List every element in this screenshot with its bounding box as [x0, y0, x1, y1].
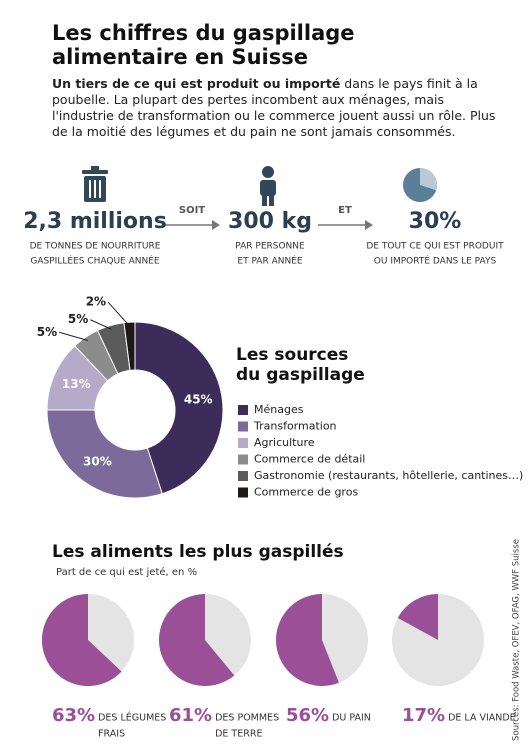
legend-swatch: [238, 454, 248, 465]
legend-swatch: [238, 421, 248, 432]
food-label: DE LA VIANDE: [448, 713, 516, 724]
intro: Un tiers de ce qui est produit ou import…: [52, 76, 504, 140]
connector: ET: [338, 205, 352, 216]
arrows: [165, 220, 373, 230]
donut-slice: [46, 409, 163, 499]
section-title: Les aliments les plus gaspillés: [52, 542, 344, 562]
food-pie-slice: [275, 594, 339, 686]
slice-label: 45%: [184, 392, 213, 406]
legend-swatch: [238, 438, 248, 448]
slice-label: 2%: [86, 295, 106, 309]
leader-line: [90, 319, 112, 330]
food-label: DU PAIN: [332, 713, 371, 724]
stat-label: PAR PERSONNE: [235, 242, 305, 252]
intro-text: dans le pays finit à la poubelle. La plu…: [52, 76, 496, 139]
title: Les chiffres du gaspillage: [52, 21, 355, 45]
legend-swatch: [238, 471, 248, 481]
legend-swatch: [238, 487, 248, 498]
source: Sources: Food Waste, OFEV, OFAG, WWF Sui…: [512, 539, 522, 741]
connector: SOIT: [179, 205, 205, 216]
food-label: FRAIS: [98, 729, 125, 740]
chart-title: du gaspillage: [236, 365, 365, 385]
stat-label: DE TOUT CE QUI EST PRODUIT: [366, 242, 504, 252]
pie-icon: [403, 167, 438, 202]
stat-label: ET PAR ANNÉE: [237, 255, 302, 267]
food-pie-slice: [42, 594, 122, 687]
food-value: 17%: [402, 705, 445, 726]
slice-label: 30%: [83, 454, 112, 468]
food-value: 63%: [52, 705, 95, 726]
stat-label: OU IMPORTÉ DANS LE PAYS: [374, 255, 497, 267]
food-label: DE TERRE: [215, 729, 262, 740]
section-subtitle: Part de ce qui est jeté, en %: [56, 566, 197, 578]
food-pie-slice: [158, 594, 235, 687]
donut-slice: [134, 321, 224, 495]
food-pie-slice: [397, 594, 438, 640]
trash-icon: [82, 166, 108, 202]
slice-label: 13%: [62, 377, 91, 391]
legend-label: Transformation: [253, 420, 337, 433]
donut-slice: [123, 321, 136, 371]
title: alimentaire en Suisse: [52, 45, 308, 69]
intro-bold: Un tiers de ce qui est produit ou import…: [52, 76, 341, 91]
food-label: DES LÉGUMES: [98, 712, 166, 724]
stat-value: 2,3 millions: [23, 209, 167, 234]
legend-swatch: [238, 405, 248, 415]
legend-label: Ménages: [254, 403, 304, 416]
stat-label: DE TONNES DE NOURRITURE: [30, 242, 161, 252]
person-icon: [260, 166, 276, 206]
legend-label: Gastronomie (restaurants, hôtellerie, ca…: [254, 469, 523, 482]
stat-label: GASPILLÉES CHAQUE ANNÉE: [30, 255, 159, 267]
food-value: 56%: [286, 705, 329, 726]
legend-label: Commerce de détail: [254, 453, 365, 466]
legend-label: Agriculture: [254, 436, 315, 449]
slice-label: 5%: [37, 325, 57, 339]
food-label: DES POMMES: [215, 713, 279, 724]
slice-label: 5%: [68, 312, 88, 326]
legend-label: Commerce de gros: [254, 486, 358, 499]
food-value: 61%: [169, 705, 212, 726]
stat-value: 30%: [409, 209, 462, 234]
chart-title: Les sources: [236, 345, 348, 365]
leader-line: [107, 301, 131, 327]
leader-line: [59, 331, 88, 342]
stat-value: 300 kg: [228, 209, 312, 234]
